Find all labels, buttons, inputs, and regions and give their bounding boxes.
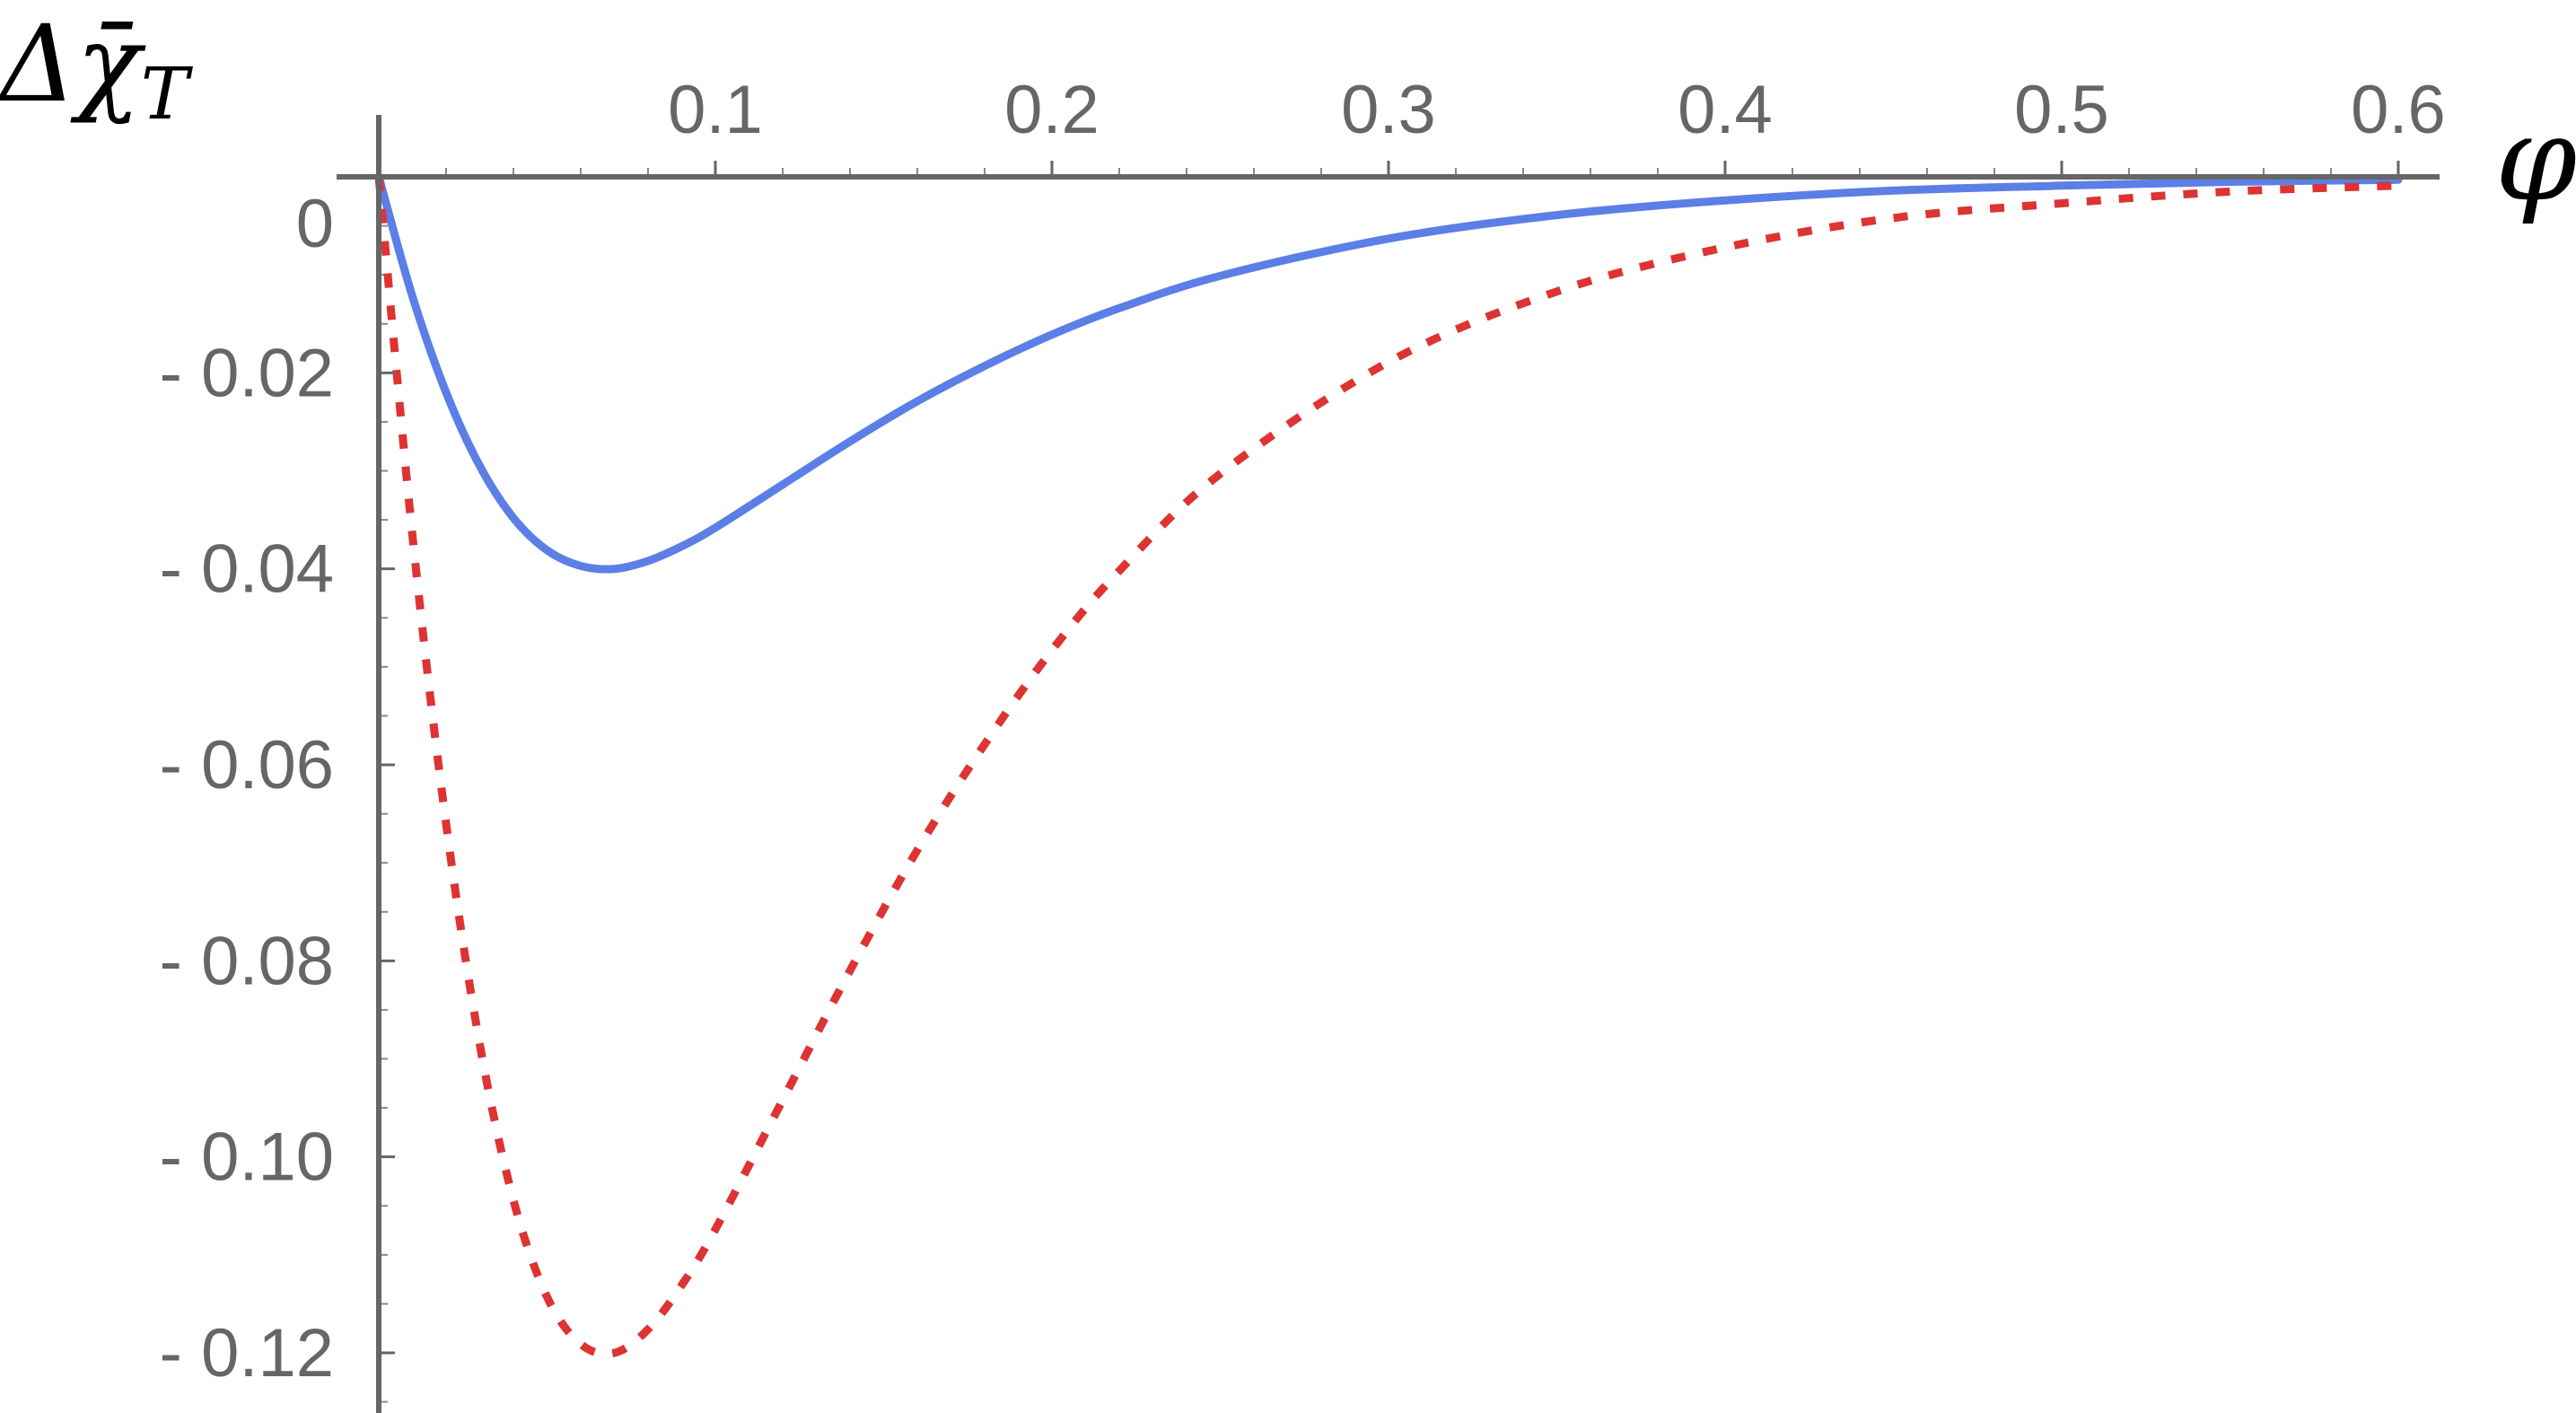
y-axis-label: Δχ̄T: [0, 2, 194, 136]
y-tick-label: - 0.08: [160, 923, 334, 999]
y-tick-label: - 0.04: [160, 531, 334, 608]
y-tick-label: - 0.10: [160, 1119, 334, 1196]
series-line-solid: [374, 172, 2403, 574]
series-line-dotted: [374, 176, 2399, 1358]
x-tick-label: 0.5: [2014, 72, 2109, 148]
x-axis-ticks: 0.1 0.2 0.3 0.4 0.5 0.6: [668, 72, 2446, 177]
y-axis-label-subscript: T: [141, 52, 194, 136]
y-tick-label: 0: [296, 186, 334, 262]
minor-ticks: [379, 168, 2332, 1403]
y-tick-label: - 0.12: [160, 1315, 334, 1391]
x-tick-label: 0.4: [1678, 72, 1773, 148]
y-tick-label: - 0.06: [160, 727, 334, 803]
y-axis-ticks: 0 - 0.02 - 0.04 - 0.06 - 0.08 - 0.10 - 0.12: [160, 186, 395, 1391]
y-axis-label-main: Δχ̄: [0, 2, 146, 126]
x-axis-label: φ: [2495, 91, 2576, 227]
x-tick-label: 0.3: [1341, 72, 1436, 148]
x-tick-label: 0.1: [668, 72, 763, 148]
x-tick-label: 0.6: [2351, 72, 2446, 148]
y-tick-label: - 0.02: [160, 335, 334, 411]
plot-series: [374, 172, 2403, 1358]
x-tick-label: 0.2: [1004, 72, 1100, 148]
